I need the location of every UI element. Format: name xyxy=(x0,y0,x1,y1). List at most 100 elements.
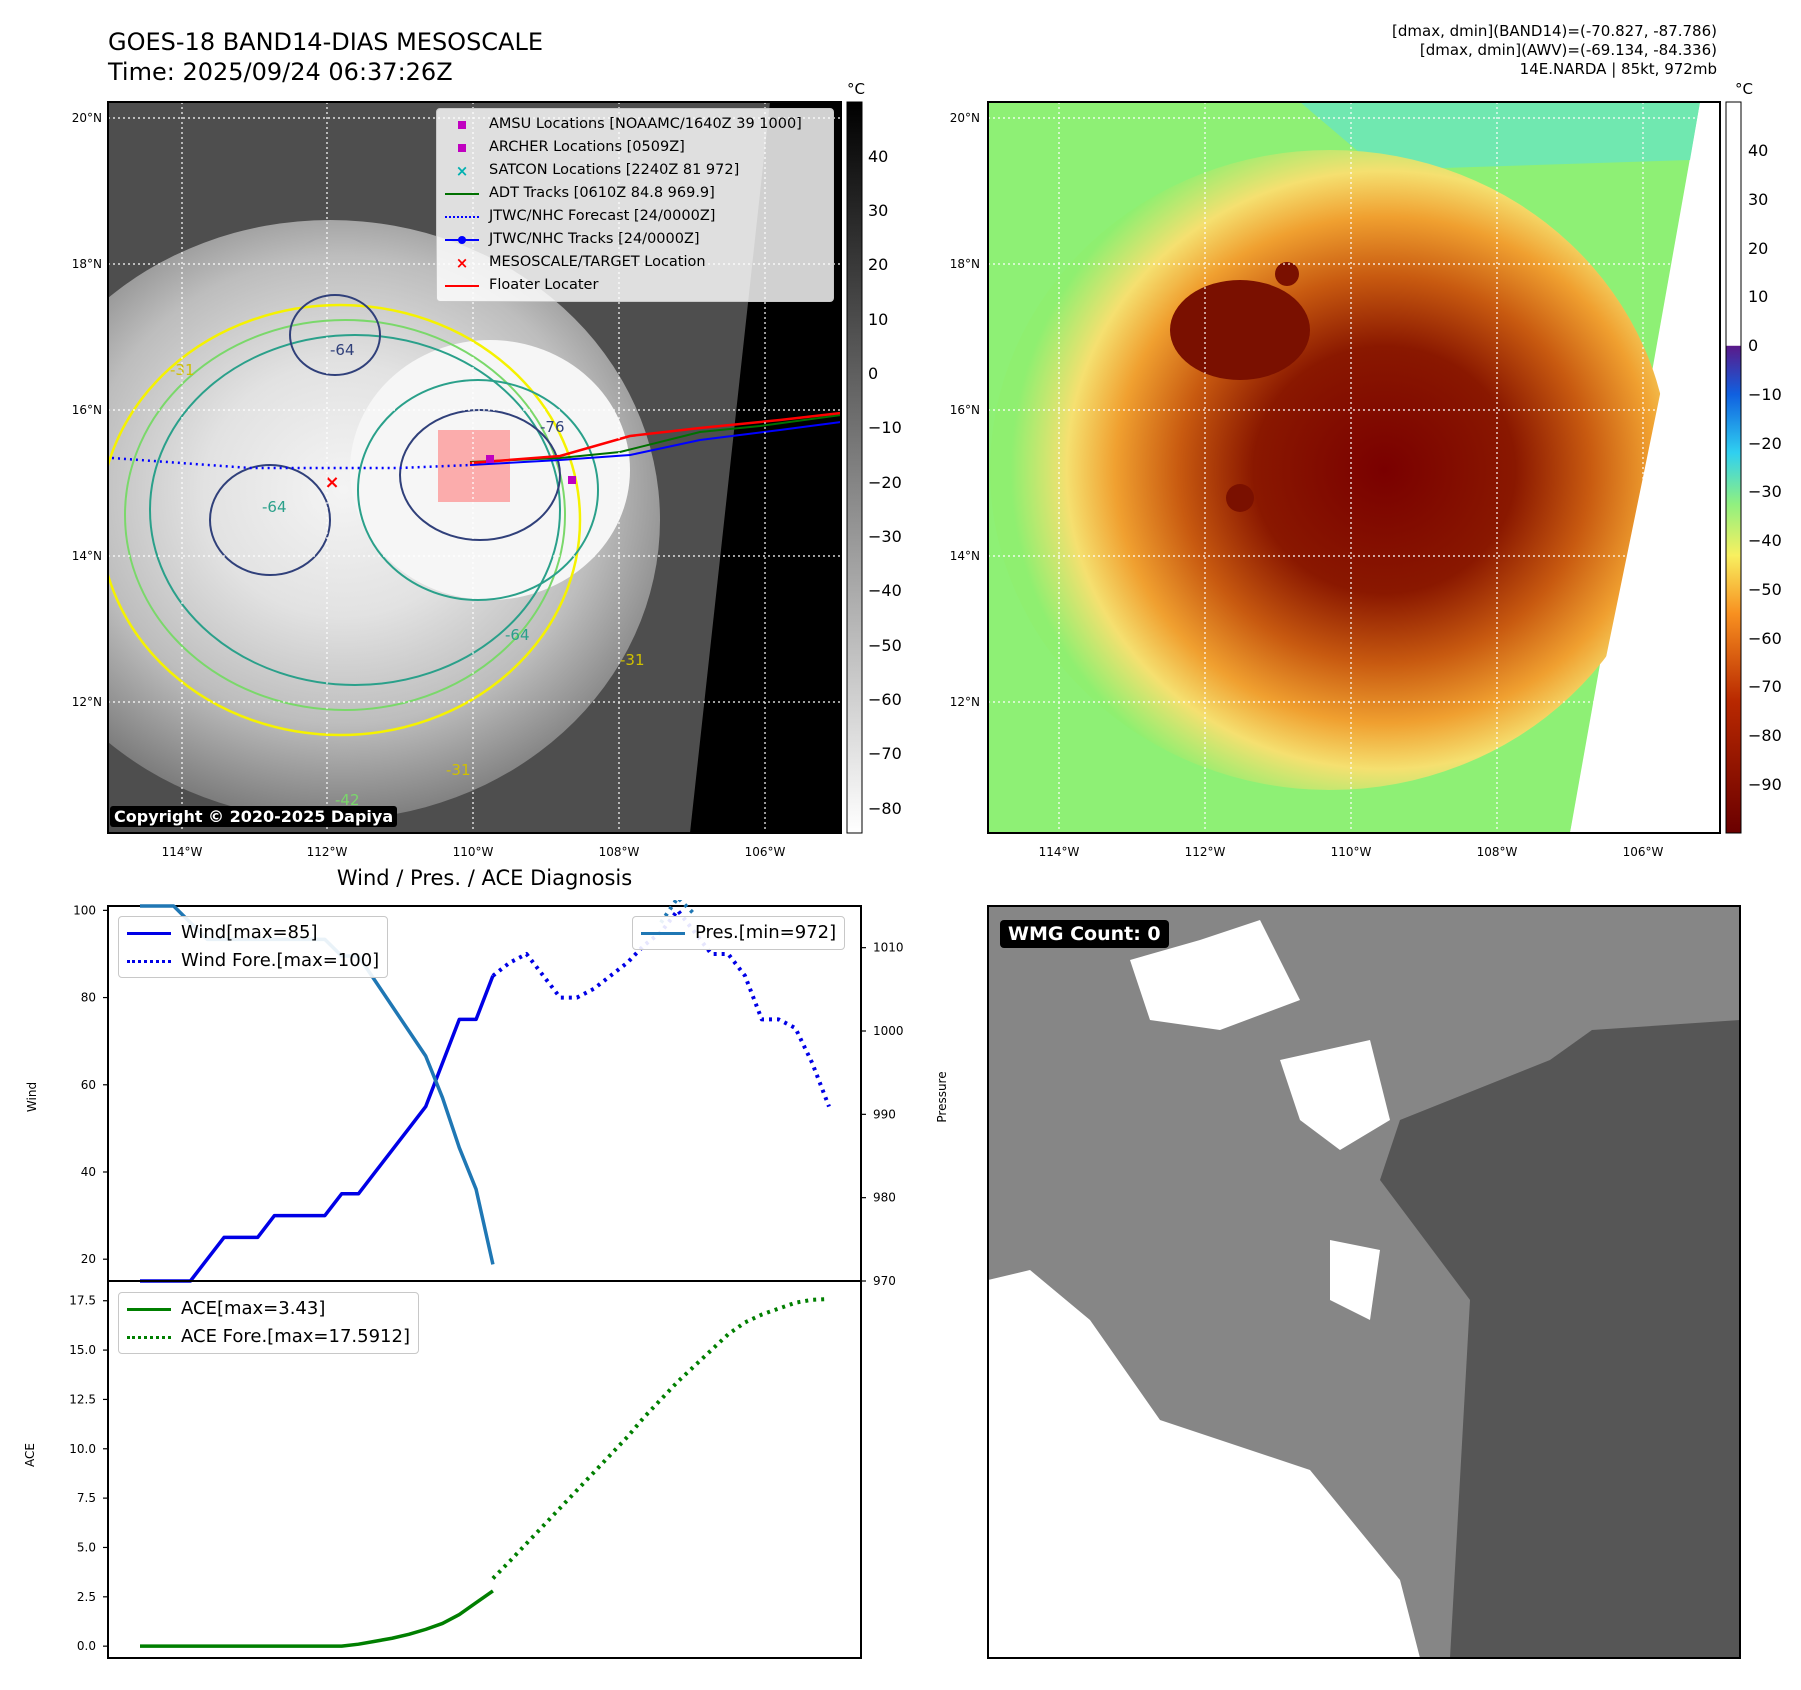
lon-label: 108°W xyxy=(1477,845,1518,859)
legend-label: MESOSCALE/TARGET Location xyxy=(489,254,706,270)
colorbar-tick: −50 xyxy=(1748,580,1782,599)
series-line xyxy=(140,975,495,1283)
lon-label: 112°W xyxy=(1185,845,1226,859)
legend-entry-floater: Floater Locater xyxy=(445,274,825,297)
colorbar-tick: 10 xyxy=(1748,287,1768,306)
colorbar-tick: −80 xyxy=(1748,726,1782,745)
awv-colorbar-ticks: 40 30 20 10 0 −10 −20 −30 −40 −50 −60 −7… xyxy=(1748,141,1782,794)
stats-line-2: [dmax, dmin](AWV)=(-69.134, -84.336) xyxy=(1419,41,1717,59)
contour-label: -31 xyxy=(446,761,471,779)
contour-64-north xyxy=(289,294,381,376)
y-tick-label: 17.5 xyxy=(69,1294,96,1308)
colorbar-tick: −40 xyxy=(868,581,902,600)
series-line xyxy=(140,1589,494,1648)
lat-label: 16°N xyxy=(72,403,102,417)
lon-label: 106°W xyxy=(1623,845,1664,859)
contour-label: -42 xyxy=(335,791,360,809)
lat-label: 14°N xyxy=(72,549,102,563)
series-line xyxy=(659,900,696,924)
colorbar-tick: 40 xyxy=(868,147,888,166)
wmg-count-badge: WMG Count: 0 xyxy=(1000,920,1169,948)
lon-label: 114°W xyxy=(1039,845,1080,859)
legend-entry-pressure: Pres.[min=972] xyxy=(641,919,836,947)
copyright-label: Copyright © 2020-2025 Dapiya xyxy=(110,806,398,827)
ir-colorbar-ticks: 40 30 20 10 0 −10 −20 −30 −40 −50 −60 −7… xyxy=(868,147,902,818)
ace-axis-label: ACE xyxy=(23,1443,37,1467)
lat-label: 20°N xyxy=(950,111,980,125)
lon-label: 108°W xyxy=(599,845,640,859)
contour-label: -64 xyxy=(330,341,355,359)
colorbar-tick: −80 xyxy=(868,799,902,818)
y2-tick-label: 1000 xyxy=(873,1024,904,1038)
legend-entry-tracks: JTWC/NHC Tracks [24/0000Z] xyxy=(445,228,825,251)
wmg-panel xyxy=(987,905,1741,1659)
awv-gridlines xyxy=(988,102,1720,833)
lat-label: 12°N xyxy=(72,695,102,709)
lat-label: 12°N xyxy=(950,695,980,709)
colorbar-tick: 0 xyxy=(868,364,878,383)
awv-map-panel xyxy=(988,102,1720,833)
y2-tick-label: 990 xyxy=(873,1107,896,1121)
lon-label: 106°W xyxy=(745,845,786,859)
lon-label: 110°W xyxy=(453,845,494,859)
y2-tick-label: 970 xyxy=(873,1274,896,1288)
lat-label: 18°N xyxy=(950,257,980,271)
archer-marker xyxy=(486,455,494,463)
contour-52 xyxy=(149,334,561,686)
colorbar-tick: −60 xyxy=(868,690,902,709)
ir-legend: AMSU Locations [NOAAMC/1640Z 39 1000] AR… xyxy=(436,108,834,302)
colorbar-tick: −90 xyxy=(1748,775,1782,794)
y2-tick-label: 1010 xyxy=(873,941,904,955)
jtwc-track xyxy=(469,421,841,466)
colorbar-tick: 20 xyxy=(1748,239,1768,258)
colorbar-tick: 0 xyxy=(1748,336,1758,355)
colorbar-tick: 30 xyxy=(1748,190,1768,209)
colorbar-tick: −40 xyxy=(1748,531,1782,550)
legend-entry-forecast: JTWC/NHC Forecast [24/0000Z] xyxy=(445,205,825,228)
legend-label: SATCON Locations [2240Z 81 972] xyxy=(489,162,740,178)
colorbar-tick: −30 xyxy=(1748,482,1782,501)
plot-frame xyxy=(107,1280,862,1659)
y-tick-label: 40 xyxy=(81,1165,96,1179)
colorbar-tick: −10 xyxy=(868,418,902,437)
y-tick-label: 80 xyxy=(81,991,96,1005)
lon-label: 114°W xyxy=(162,845,203,859)
stats-line-1: [dmax, dmin](BAND14)=(-70.827, -87.786) xyxy=(1392,22,1717,40)
series-line xyxy=(491,1296,830,1580)
legend-label: JTWC/NHC Forecast [24/0000Z] xyxy=(489,208,716,224)
awv-lat-labels: 20°N 18°N 16°N 14°N 12°N xyxy=(950,111,980,709)
contour-64-west xyxy=(209,464,331,576)
diagnosis-charts: 20 40 60 80 100 970 980 990 1000 1010 0.0 2.5 5.0 7.… xyxy=(23,900,949,1659)
x-marker-icon: × xyxy=(455,161,469,180)
ir-lat-labels: 20°N 18°N 16°N 14°N 12°N xyxy=(72,111,102,709)
ir-map-frame xyxy=(107,101,842,834)
legend-label: ADT Tracks [0610Z 84.8 969.9] xyxy=(489,185,715,201)
colorbar-tick: −10 xyxy=(1748,385,1782,404)
adt-track xyxy=(469,414,841,463)
storm-stats: [dmax, dmin](BAND14)=(-70.827, -87.786) … xyxy=(1392,22,1717,79)
lat-label: 16°N xyxy=(950,403,980,417)
colorbar-tick: −30 xyxy=(868,527,902,546)
awv-colorbar-unit: °C xyxy=(1735,80,1753,98)
target-marker: × xyxy=(324,472,339,493)
legend-label: ACE Fore.[max=17.5912] xyxy=(181,1326,410,1347)
colorbar-tick: 40 xyxy=(1748,141,1768,160)
wind-axis-label: Wind xyxy=(25,1082,39,1112)
legend-label: ACE[max=3.43] xyxy=(181,1298,326,1319)
ace-legend: ACE[max=3.43] ACE Fore.[max=17.5912] xyxy=(118,1292,419,1354)
colorbar-tick: −60 xyxy=(1748,629,1782,648)
legend-label: Wind Fore.[max=100] xyxy=(181,950,380,971)
awv-map-frame xyxy=(987,101,1721,834)
legend-label: Floater Locater xyxy=(489,277,599,293)
contour-42 xyxy=(124,319,566,711)
ir-colorbar-unit: °C xyxy=(847,80,865,98)
lat-label: 14°N xyxy=(950,549,980,563)
awv-lon-labels: 114°W 112°W 110°W 108°W 106°W xyxy=(1039,845,1664,859)
legend-entry-archer: ARCHER Locations [0509Z] xyxy=(445,136,825,159)
colorbar-tick: −50 xyxy=(868,636,902,655)
colorbar-tick: 30 xyxy=(868,201,888,220)
colorbar-tick: 20 xyxy=(868,255,888,274)
wind-legend: Wind[max=85] Wind Fore.[max=100] xyxy=(118,916,389,978)
lon-label: 110°W xyxy=(1331,845,1372,859)
y2-tick-label: 980 xyxy=(873,1191,896,1205)
